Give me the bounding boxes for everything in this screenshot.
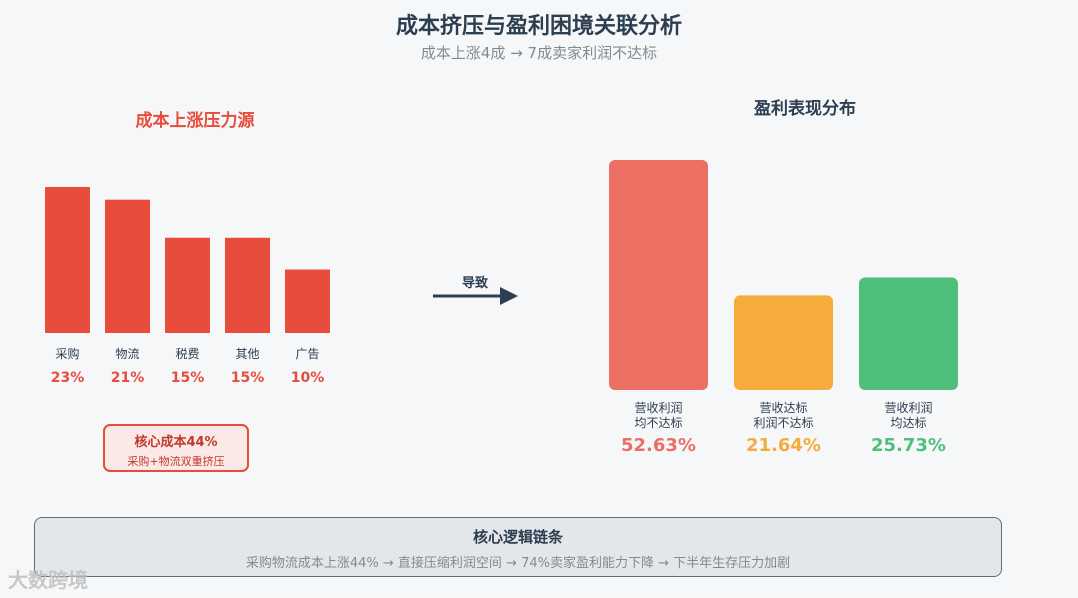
cost-bar: [45, 187, 90, 333]
cost-bar: [285, 269, 330, 333]
cost-category-label: 其他: [235, 347, 259, 361]
profit-category-label: 均不达标: [634, 416, 682, 430]
cost-value-label: 10%: [291, 370, 325, 386]
profit-bar: [609, 160, 708, 390]
cost-bar-chart: 采购 23% 物流 21% 税费 15% 其他 15% 广告 10%: [45, 187, 330, 386]
profit-value-label: 52.63%: [621, 435, 696, 456]
cause-arrow: [433, 287, 518, 305]
profit-bar: [859, 277, 958, 390]
profit-category-label: 营收达标: [759, 401, 807, 415]
page-subtitle: 成本上涨4成 → 7成卖家利润不达标: [420, 44, 658, 62]
core-cost-title: 核心成本44%: [134, 435, 218, 450]
cost-category-label: 采购: [55, 346, 79, 361]
cost-category-label: 广告: [295, 347, 319, 361]
page-title: 成本挤压与盈利困境关联分析: [395, 14, 682, 39]
cost-category-label: 物流: [115, 347, 139, 361]
cost-bar: [165, 237, 210, 333]
cost-chart-title: 成本上涨压力源: [135, 111, 255, 131]
core-cost-box: 核心成本44% 采购+物流双重挤压: [103, 424, 249, 472]
arrow-label: 导致: [462, 275, 489, 291]
core-cost-subtitle: 采购+物流双重挤压: [127, 455, 225, 468]
profit-bar-chart: 营收利润均不达标52.63%营收达标利润不达标21.64%营收利润均达标25.7…: [609, 160, 958, 456]
logic-chain-text: 采购物流成本上涨44% → 直接压缩利润空间 → 74%卖家盈利能力下降 → 下…: [245, 556, 791, 571]
profit-category-label: 营收利润: [884, 401, 932, 415]
profit-value-label: 25.73%: [871, 435, 946, 456]
cost-value-label: 21%: [111, 370, 145, 386]
cost-bar: [225, 237, 270, 333]
logic-chain-box: 核心逻辑链条 采购物流成本上涨44% → 直接压缩利润空间 → 74%卖家盈利能…: [34, 517, 1002, 577]
profit-bar: [734, 295, 833, 390]
cost-value-label: 15%: [231, 370, 265, 386]
profit-chart-title: 盈利表现分布: [754, 99, 856, 119]
profit-category-label: 均达标: [890, 416, 926, 430]
cost-value-label: 23%: [51, 370, 85, 386]
watermark-logo: 大数跨境: [8, 568, 88, 592]
cost-value-label: 15%: [171, 370, 205, 386]
cost-category-label: 税费: [175, 347, 199, 361]
profit-category-label: 营收利润: [634, 401, 682, 415]
profit-category-label: 利润不达标: [753, 416, 813, 430]
profit-value-label: 21.64%: [746, 435, 821, 456]
cost-bar: [105, 199, 150, 333]
logic-chain-title: 核心逻辑链条: [472, 528, 563, 546]
